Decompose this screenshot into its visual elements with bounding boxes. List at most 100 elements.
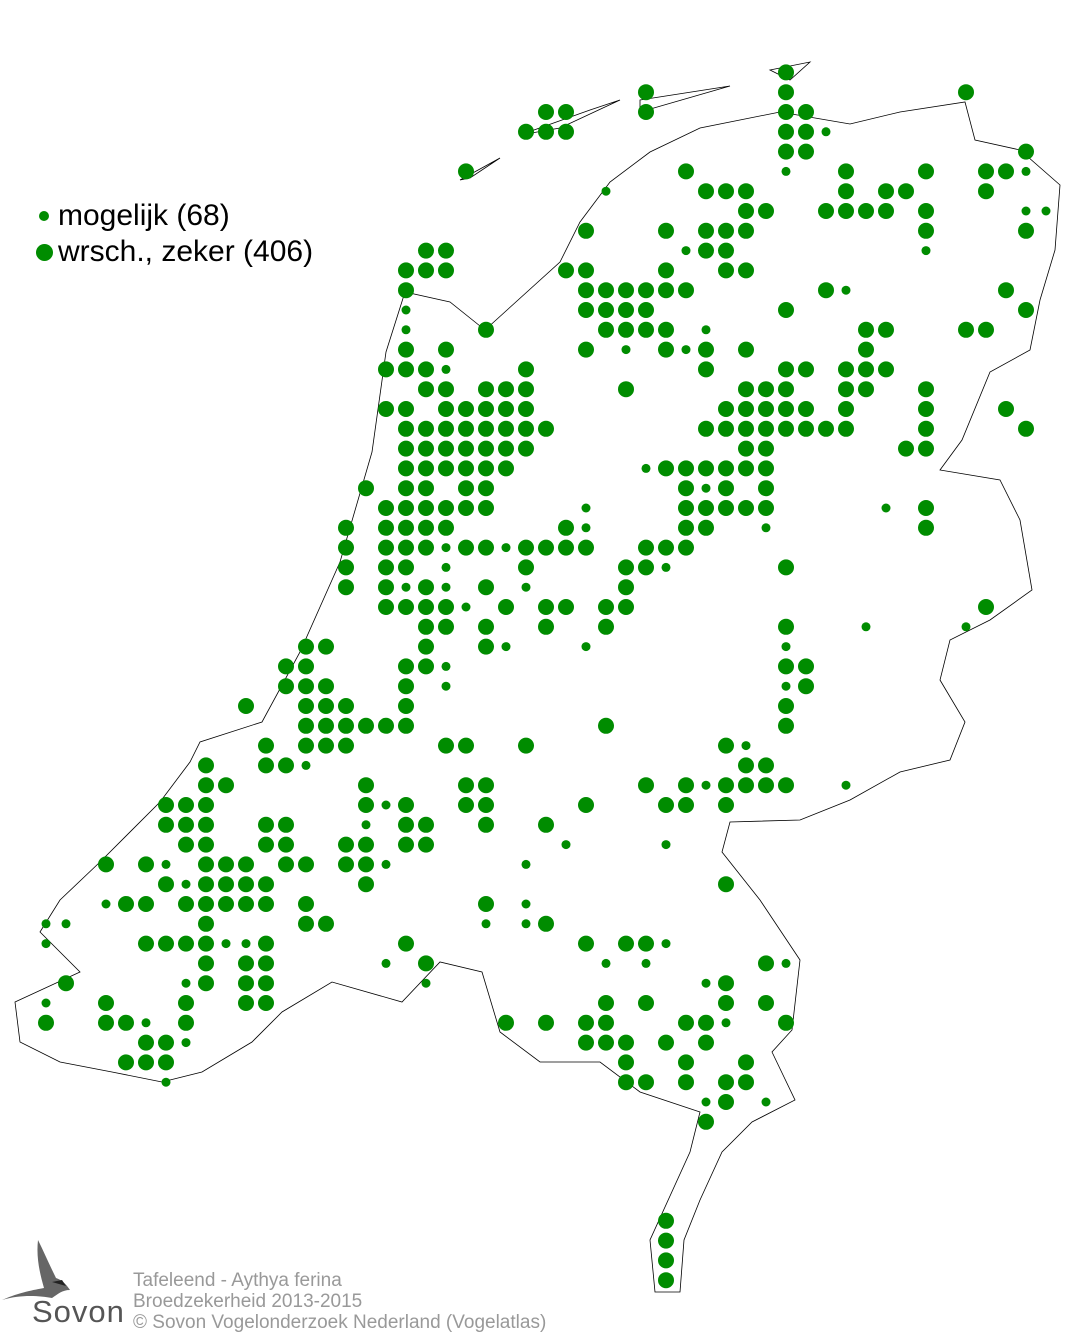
- legend-item-probable: wrsch., zeker (406): [30, 234, 313, 270]
- breeding-dot-probable: [798, 143, 814, 160]
- breeding-dot-probable: [578, 341, 594, 358]
- breeding-dot-probable: [318, 717, 334, 734]
- breeding-dot-probable: [458, 500, 474, 516]
- breeding-dot-probable: [178, 995, 194, 1011]
- breeding-dot-probable: [298, 698, 314, 714]
- breeding-dot-probable: [298, 658, 314, 675]
- breeding-dot-probable: [358, 856, 374, 873]
- breeding-dot-probable: [298, 717, 314, 734]
- breeding-dot-probable: [638, 84, 654, 101]
- breeding-dot-probable: [678, 1074, 694, 1091]
- breeding-dot-probable: [438, 401, 454, 417]
- breeding-dot-probable: [478, 638, 494, 655]
- breeding-dot-possible: [241, 939, 251, 949]
- breeding-dot-probable: [758, 757, 774, 774]
- map-subtitle: Broedzekerheid 2013-2015: [133, 1291, 363, 1312]
- breeding-dot-probable: [478, 579, 494, 596]
- breeding-dot-probable: [598, 995, 614, 1011]
- breeding-dot-probable: [718, 460, 734, 477]
- breeding-dot-probable: [518, 420, 534, 437]
- breeding-dot-probable: [818, 203, 834, 219]
- breeding-dot-probable: [398, 460, 414, 477]
- breeding-dot-probable: [398, 698, 414, 714]
- breeding-dot-probable: [258, 975, 274, 992]
- breeding-dot-probable: [398, 935, 414, 952]
- breeding-dot-probable: [778, 361, 794, 378]
- breeding-dot-probable: [498, 440, 514, 457]
- breeding-dot-probable: [238, 975, 254, 992]
- breeding-dot-probable: [438, 519, 454, 536]
- breeding-dot-probable: [478, 539, 494, 556]
- breeding-dot-probable: [458, 539, 474, 556]
- breeding-dot-probable: [618, 579, 634, 596]
- breeding-dot-probable: [738, 341, 754, 358]
- breeding-dot-probable: [378, 500, 394, 516]
- breeding-dot-probable: [418, 618, 434, 635]
- breeding-dot-possible: [581, 642, 591, 652]
- breeding-dot-probable: [158, 816, 174, 833]
- breeding-dot-probable: [218, 876, 234, 893]
- breeding-dot-probable: [738, 262, 754, 279]
- breeding-dot-probable: [438, 599, 454, 615]
- breeding-dot-possible: [141, 1018, 151, 1028]
- breeding-dot-probable: [318, 678, 334, 695]
- breeding-dot-probable: [918, 381, 934, 398]
- breeding-dot-probable: [758, 955, 774, 972]
- breeding-dot-probable: [718, 420, 734, 437]
- breeding-dot-probable: [878, 361, 894, 378]
- breeding-dot-probable: [398, 282, 414, 299]
- breeding-dot-probable: [618, 1054, 634, 1071]
- breeding-dot-probable: [718, 975, 734, 992]
- breeding-dot-probable: [738, 203, 754, 219]
- breeding-dot-probable: [998, 401, 1014, 417]
- breeding-dot-probable: [418, 955, 434, 972]
- breeding-dot-probable: [678, 480, 694, 497]
- breeding-dot-probable: [418, 539, 434, 556]
- breeding-dot-possible: [741, 741, 751, 751]
- breeding-dot-probable: [738, 1054, 754, 1071]
- breeding-dot-possible: [1021, 206, 1031, 216]
- breeding-dot-possible: [661, 840, 671, 850]
- breeding-dot-possible: [581, 523, 591, 533]
- breeding-dot-probable: [418, 242, 434, 259]
- breeding-dot-probable: [718, 222, 734, 239]
- breeding-dot-probable: [478, 420, 494, 437]
- breeding-dot-probable: [558, 519, 574, 536]
- breeding-dot-possible: [661, 939, 671, 949]
- breeding-dot-possible: [621, 345, 631, 355]
- breeding-dot-probable: [778, 777, 794, 794]
- breeding-dot-probable: [318, 638, 334, 655]
- breeding-dot-possible: [781, 642, 791, 652]
- breeding-dot-probable: [618, 381, 634, 398]
- breeding-dot-probable: [418, 262, 434, 279]
- breeding-dot-probable: [238, 955, 254, 972]
- breeding-dot-probable: [798, 678, 814, 695]
- breeding-dot-probable: [438, 500, 454, 516]
- breeding-dot-probable: [658, 1034, 674, 1051]
- breeding-dot-probable: [158, 935, 174, 952]
- breeding-dot-probable: [978, 183, 994, 200]
- breeding-dot-probable: [538, 1014, 554, 1031]
- breeding-dot-probable: [198, 816, 214, 833]
- breeding-dot-probable: [758, 203, 774, 219]
- breeding-dot-probable: [778, 104, 794, 120]
- breeding-dot-probable: [558, 262, 574, 279]
- breeding-dot-probable: [658, 797, 674, 813]
- breeding-dot-probable: [558, 104, 574, 120]
- breeding-dot-possible: [441, 582, 451, 592]
- breeding-dot-probable: [158, 876, 174, 893]
- breeding-dot-probable: [918, 401, 934, 417]
- breeding-dot-possible: [421, 978, 431, 988]
- breeding-dot-probable: [278, 678, 294, 695]
- breeding-dot-probable: [158, 797, 174, 813]
- breeding-dot-probable: [718, 242, 734, 259]
- breeding-dot-probable: [678, 539, 694, 556]
- breeding-dot-probable: [658, 460, 674, 477]
- breeding-dot-probable: [298, 737, 314, 754]
- breeding-dot-probable: [718, 401, 734, 417]
- breeding-dot-probable: [538, 123, 554, 140]
- breeding-dot-probable: [758, 401, 774, 417]
- breeding-dot-probable: [778, 64, 794, 81]
- breeding-dot-possible: [601, 186, 611, 196]
- breeding-dot-probable: [138, 1034, 154, 1051]
